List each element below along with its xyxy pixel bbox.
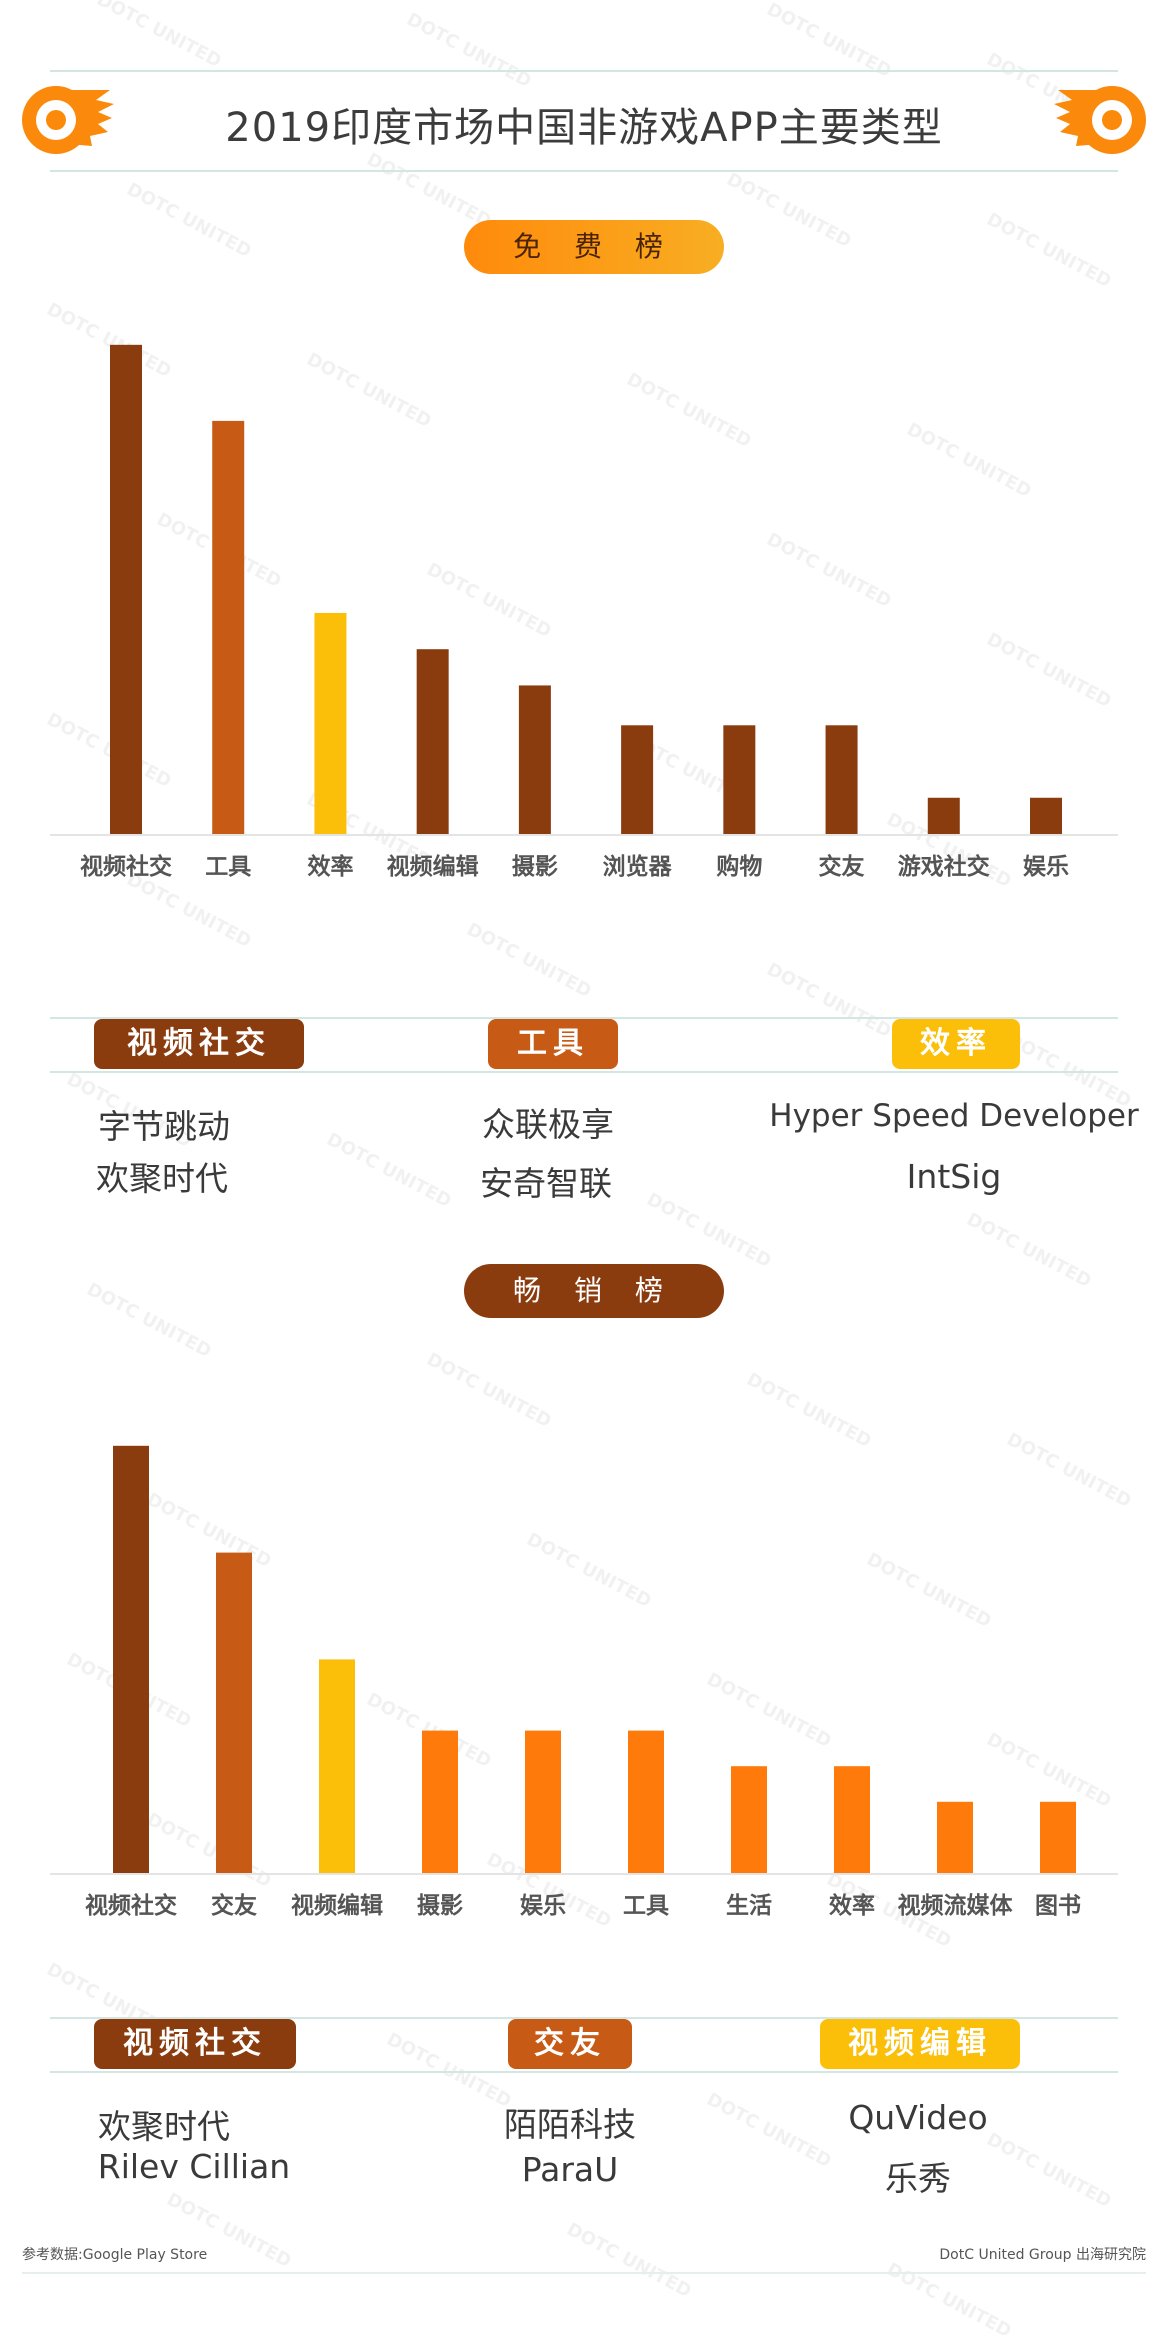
free-tag-video-social: 视频社交 [94,1019,304,1069]
watermark: DOTC UNITED [963,1208,1095,1293]
bar [416,649,449,834]
category-label: 购物 [716,853,762,880]
paid-company-video-social-2: Rilev Cillian [97,2147,291,2186]
category-label: 生活 [726,1893,772,1919]
bar [110,344,142,834]
bar [525,1730,561,1873]
watermark: DOTC UNITED [123,178,255,263]
free-tags-top-rule [50,1017,1118,1019]
paid-tags-bottom-rule [50,2071,1118,2073]
category-label: 工具 [205,854,251,880]
brand-logo-left-icon [22,86,114,154]
free-tags-bottom-rule [50,1071,1118,1073]
category-label: 视频社交 [80,853,172,880]
paid-ranking-label: 畅 销 榜 [464,1264,724,1318]
bar [621,725,654,834]
bar [314,612,347,834]
free-company-video-social-1: 字节跳动 [98,1107,230,1146]
paid-tag-video-editing: 视频编辑 [820,2019,1020,2069]
footer-rule [22,2272,1146,2274]
bar [927,797,960,834]
paid-tag-video-social: 视频社交 [94,2019,296,2069]
free-company-video-social-2: 欢聚时代 [96,1159,228,1198]
free-tag-productivity: 效率 [892,1019,1020,1069]
category-label: 效率 [307,853,353,880]
source-note: 参考数据:Google Play Store [22,2247,208,2263]
bar [319,1659,355,1873]
paid-company-video-editing-2: 乐秀 [885,2159,951,2198]
category-label: 娱乐 [1023,854,1069,880]
category-label: 交友 [211,1892,257,1919]
watermark: DOTC UNITED [563,2218,695,2303]
paid-company-dating-1: 陌陌科技 [504,2105,636,2144]
paid-tag-dating: 交友 [508,2019,632,2069]
watermark: DOTC UNITED [93,0,225,73]
bar [1030,797,1062,834]
bar [422,1730,458,1873]
watermark: DOTC UNITED [83,1278,215,1363]
bar [723,725,756,834]
category-label: 工具 [623,1893,669,1919]
free-company-productivity-2: IntSig [906,1157,1002,1196]
bar [212,420,245,834]
category-label: 摄影 [512,854,558,880]
category-label: 摄影 [417,1893,463,1919]
category-label: 图书 [1035,1893,1081,1919]
paid-bar-chart: 视频社交 交友 视频编辑 摄影 娱乐 工具 生活 效率 视频流媒体 图书 [50,1445,1118,1919]
bar [518,685,551,834]
bar [113,1445,149,1873]
free-company-productivity-1: Hyper Speed Developer [769,1098,1139,1134]
bar [731,1766,767,1873]
paid-company-video-editing-1: QuVideo [848,2098,988,2137]
watermark: DOTC UNITED [463,918,595,1003]
paid-company-dating-2: ParaU [521,2150,619,2189]
watermark: DOTC UNITED [363,148,495,233]
watermark: DOTC UNITED [323,1128,455,1213]
bar [216,1552,252,1873]
bar [1040,1801,1076,1873]
bar [628,1730,664,1873]
free-company-tools-2: 安奇智联 [480,1164,612,1203]
watermark: DOTC UNITED [763,958,895,1043]
free-ranking-label: 免 费 榜 [464,220,724,274]
category-label: 视频编辑 [291,1892,383,1919]
category-label: 浏览器 [603,853,673,880]
category-label: 视频社交 [85,1892,177,1919]
bar [834,1766,870,1873]
category-label: 视频流媒体 [898,1892,1014,1919]
watermark: DOTC UNITED [703,2088,835,2173]
category-label: 游戏社交 [898,853,990,880]
brand-logo-right-icon [1054,86,1146,154]
header-bottom-rule [50,170,1118,172]
category-label: 交友 [819,853,865,880]
free-company-tools-1: 众联极享 [482,1105,614,1144]
bar [937,1801,973,1873]
free-tag-tools: 工具 [488,1019,618,1069]
category-label: 视频编辑 [387,853,479,880]
watermark: DOTC UNITED [983,2128,1115,2213]
paid-tags-top-rule [50,2017,1118,2019]
free-bar-chart: 视频社交 工具 效率 视频编辑 摄影 浏览器 购物 交友 游戏社交 娱乐 [50,344,1118,880]
header-top-rule [50,70,1118,72]
paid-company-video-social-1: 欢聚时代 [98,2107,230,2146]
watermark: DOTC UNITED [643,1188,775,1273]
category-label: 效率 [829,1892,875,1919]
bar [825,725,858,834]
watermark: DOTC UNITED [723,168,855,253]
page-title: 2019印度市场中国非游戏APP主要类型 [225,105,943,151]
watermark: DOTC UNITED [403,8,535,93]
credit-note: DotC United Group 出海研究院 [939,2247,1146,2263]
category-label: 娱乐 [520,1893,566,1919]
watermark: DOTC UNITED [983,208,1115,293]
